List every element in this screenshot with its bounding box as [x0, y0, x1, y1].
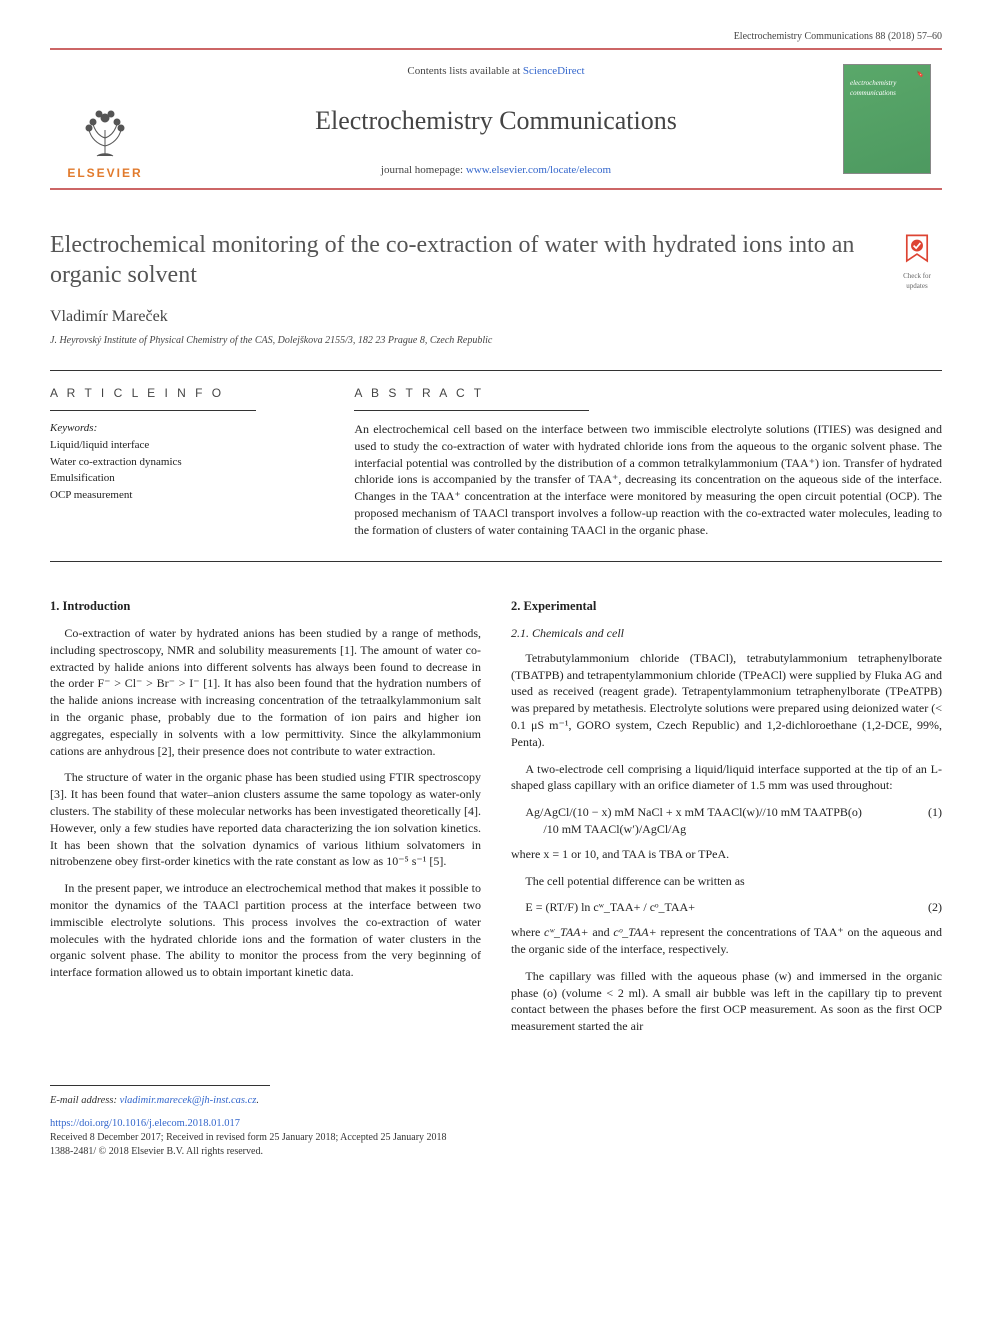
publisher-logo: ELSEVIER — [50, 50, 160, 188]
journal-name: Electrochemistry Communications — [170, 103, 822, 139]
copyright: 1388-2481/ © 2018 Elsevier B.V. All righ… — [50, 1145, 942, 1159]
contents-line: Contents lists available at ScienceDirec… — [170, 64, 822, 79]
bookmark-check-icon — [900, 232, 934, 266]
right-column: 2. Experimental 2.1. Chemicals and cell … — [511, 592, 942, 1045]
abstract-column: A B S T R A C T An electrochemical cell … — [344, 371, 942, 560]
abstract-text: An electrochemical cell based on the int… — [354, 421, 942, 539]
journal-cover-thumb: 🔖 electrochemistry communications — [832, 50, 942, 188]
equation-line: E = (RT/F) ln cʷ_TAA+ / cᵒ_TAA+ — [511, 899, 912, 916]
affiliation: J. Heyrovský Institute of Physical Chemi… — [50, 334, 942, 348]
paragraph: In the present paper, we introduce an el… — [50, 880, 481, 981]
sciencedirect-link[interactable]: ScienceDirect — [523, 65, 585, 77]
homepage-prefix: journal homepage: — [381, 164, 466, 176]
text-run: where — [511, 925, 544, 939]
paragraph: where cʷ_TAA+ and cᵒ_TAA+ represent the … — [511, 924, 942, 958]
homepage-link[interactable]: www.elsevier.com/locate/elecom — [466, 164, 611, 176]
running-citation: Electrochemistry Communications 88 (2018… — [734, 31, 942, 42]
paragraph: The capillary was filled with the aqueou… — [511, 968, 942, 1035]
footer-rule — [50, 1085, 270, 1086]
paragraph: A two-electrode cell comprising a liquid… — [511, 761, 942, 795]
cover-title: electrochemistry communications — [850, 79, 924, 99]
equation-line: /10 mM TAACl(w′)/AgCl/Ag — [525, 821, 912, 838]
paragraph: The structure of water in the organic ph… — [50, 769, 481, 870]
author-name: Vladimír Mareček — [50, 306, 942, 328]
article-title: Electrochemical monitoring of the co-ext… — [50, 230, 872, 290]
equation-number: (1) — [912, 804, 942, 821]
homepage-line: journal homepage: www.elsevier.com/locat… — [170, 163, 822, 178]
section-1-title: 1. Introduction — [50, 598, 481, 616]
header-center: Contents lists available at ScienceDirec… — [160, 50, 832, 188]
keyword: OCP measurement — [50, 488, 324, 503]
paragraph: The cell potential difference can be wri… — [511, 873, 942, 890]
page-footer: E-mail address: vladimir.marecek@jh-inst… — [50, 1094, 942, 1159]
article-info-heading: A R T I C L E I N F O — [50, 385, 324, 402]
equation-2: E = (RT/F) ln cʷ_TAA+ / cᵒ_TAA+ (2) — [511, 899, 942, 916]
publisher-wordmark: ELSEVIER — [67, 165, 142, 182]
keywords-label: Keywords: — [50, 421, 324, 436]
equation-number: (2) — [912, 899, 942, 916]
keyword: Water co-extraction dynamics — [50, 455, 324, 470]
paragraph: Co-extraction of water by hydrated anion… — [50, 625, 481, 759]
elsevier-tree-icon — [70, 93, 140, 163]
equation-1: Ag/AgCl/(10 − x) mM NaCl + x mM TAACl(w)… — [511, 804, 942, 838]
equation-line: Ag/AgCl/(10 − x) mM NaCl + x mM TAACl(w)… — [525, 804, 912, 821]
doi-link[interactable]: https://doi.org/10.1016/j.elecom.2018.01… — [50, 1118, 240, 1129]
journal-header: ELSEVIER Contents lists available at Sci… — [50, 48, 942, 190]
keyword: Emulsification — [50, 471, 324, 486]
math-var: cʷ_TAA+ — [544, 925, 589, 939]
article-dates: Received 8 December 2017; Received in re… — [50, 1131, 942, 1145]
text-run: and — [589, 925, 614, 939]
paragraph: where x = 1 or 10, and TAA is TBA or TPe… — [511, 846, 942, 863]
paragraph: Tetrabutylammonium chloride (TBACl), tet… — [511, 650, 942, 751]
abstract-rule — [354, 410, 589, 411]
updates-caption: Check for updates — [892, 272, 942, 292]
section-2-title: 2. Experimental — [511, 598, 942, 616]
author-email-link[interactable]: vladimir.marecek@jh-inst.cas.cz — [120, 1095, 257, 1106]
check-updates-badge[interactable]: Check for updates — [892, 232, 942, 292]
cover-image: 🔖 electrochemistry communications — [843, 64, 931, 174]
left-column: 1. Introduction Co-extraction of water b… — [50, 592, 481, 1045]
abstract-heading: A B S T R A C T — [354, 385, 942, 402]
email-label: E-mail address: — [50, 1095, 120, 1106]
math-var: cᵒ_TAA+ — [613, 925, 656, 939]
keywords-list: Liquid/liquid interface Water co-extract… — [50, 438, 324, 503]
section-2-1-title: 2.1. Chemicals and cell — [511, 625, 942, 642]
info-rule — [50, 410, 256, 411]
contents-prefix: Contents lists available at — [407, 65, 522, 77]
keyword: Liquid/liquid interface — [50, 438, 324, 453]
article-info-column: A R T I C L E I N F O Keywords: Liquid/l… — [50, 371, 344, 560]
